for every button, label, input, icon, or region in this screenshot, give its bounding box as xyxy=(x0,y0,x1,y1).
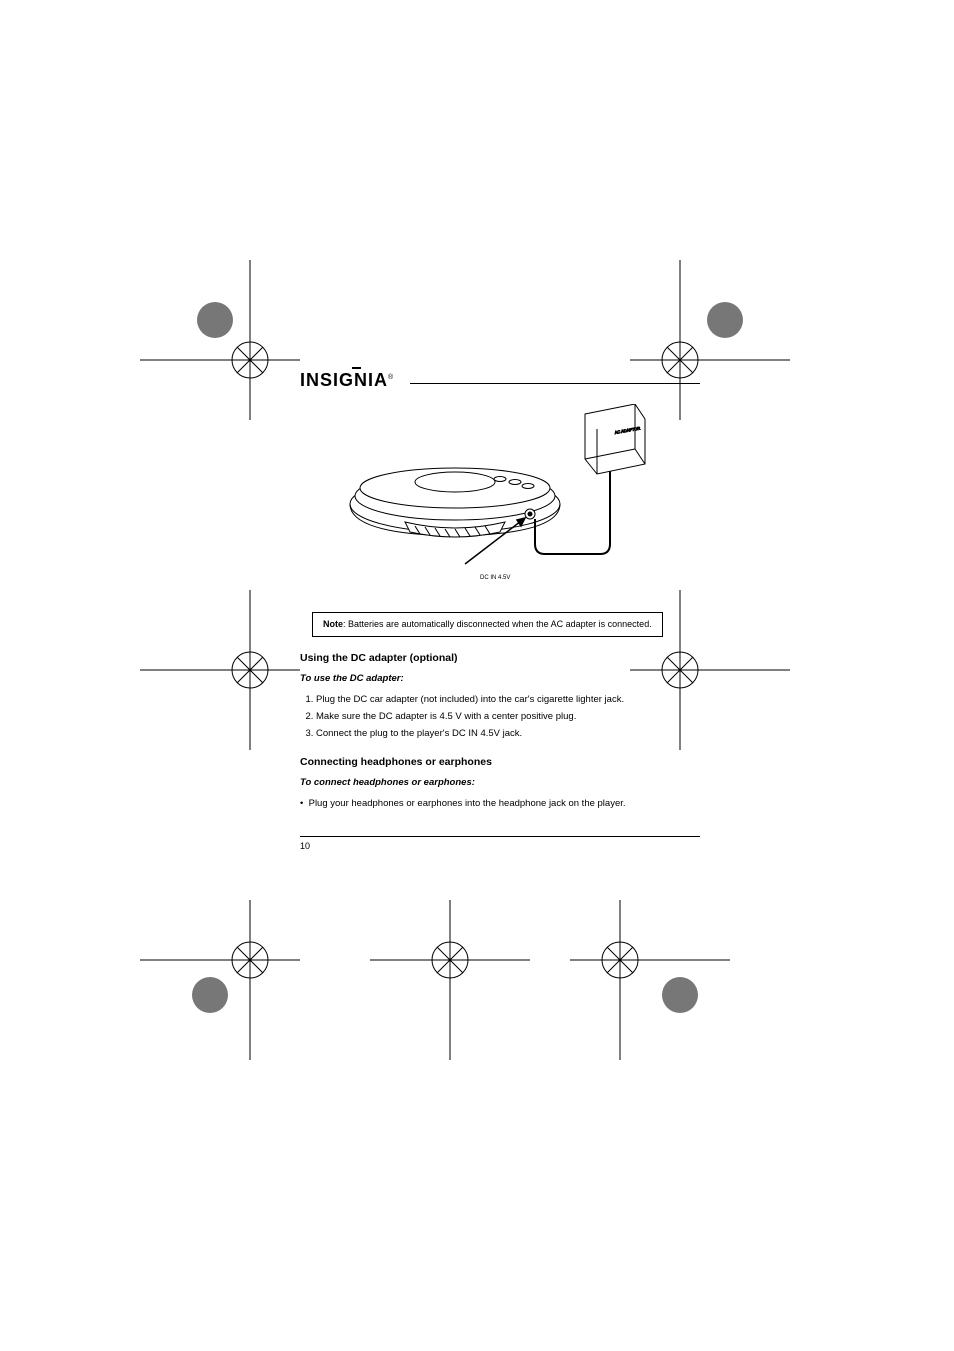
registration-mark xyxy=(140,900,300,1060)
section2-intro: To connect headphones or earphones: xyxy=(300,777,700,790)
logo-accent-bar xyxy=(352,367,361,369)
header-rule xyxy=(410,383,700,384)
section1-intro: To use the DC adapter: xyxy=(300,673,700,686)
page-number: 10 xyxy=(300,841,700,851)
brand-text: INSIGNIA xyxy=(300,370,388,390)
registration-mark xyxy=(140,260,300,420)
section1-step: Connect the plug to the player's DC IN 4… xyxy=(316,728,700,741)
section2-heading: Connecting headphones or earphones xyxy=(300,755,700,769)
adapter-figure: AC ADAPTOR DC IN 4.5V xyxy=(335,404,665,594)
section1-step: Make sure the DC adapter is 4.5 V with a… xyxy=(316,711,700,724)
brand-logo: INSIGNIA® xyxy=(300,370,394,391)
note-box: Note: Batteries are automatically discon… xyxy=(312,612,663,637)
body-text: Using the DC adapter (optional) To use t… xyxy=(300,651,700,810)
registration-mark xyxy=(370,900,530,1060)
brand-row: INSIGNIA® xyxy=(300,370,700,384)
cd-player-illustration: AC ADAPTOR DC IN 4.5V xyxy=(335,404,665,594)
note-label: Note xyxy=(323,619,343,629)
section1-steps: Plug the DC car adapter (not included) i… xyxy=(316,694,700,740)
manual-page: INSIGNIA® xyxy=(300,370,700,851)
footer-rule xyxy=(300,836,700,837)
section1-heading: Using the DC adapter (optional) xyxy=(300,651,700,665)
trademark: ® xyxy=(388,374,394,381)
note-text: Batteries are automatically disconnected… xyxy=(348,619,652,629)
section1-step: Plug the DC car adapter (not included) i… xyxy=(316,694,700,707)
section2-step: • Plug your headphones or earphones into… xyxy=(300,798,700,811)
registration-mark xyxy=(140,590,300,750)
jack-label-svg: DC IN 4.5V xyxy=(480,575,510,581)
registration-mark xyxy=(570,900,730,1060)
